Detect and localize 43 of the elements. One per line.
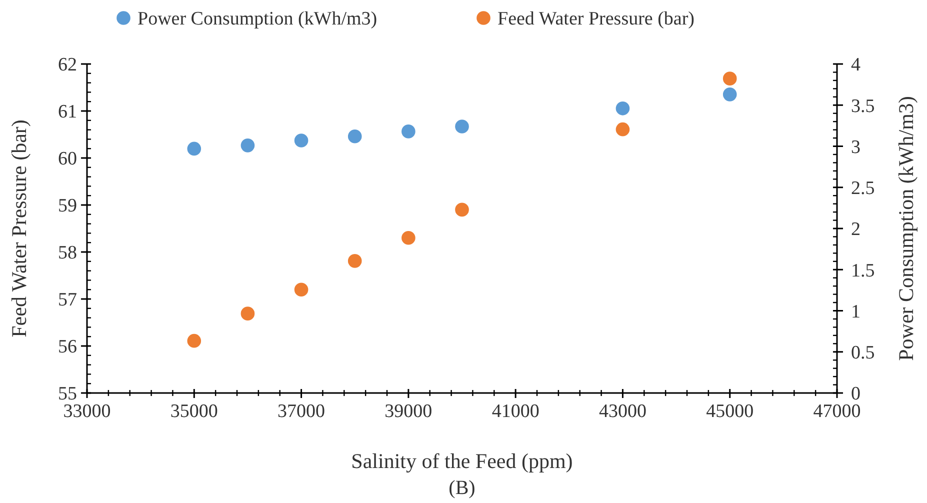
point: [455, 120, 469, 134]
y-tick-label: 56: [58, 336, 77, 358]
point: [294, 134, 308, 148]
point: [722, 72, 737, 86]
y2-tick-label: 4: [851, 54, 861, 76]
text: (B): [448, 477, 476, 499]
point: [455, 202, 469, 217]
point: [402, 124, 416, 138]
point: [240, 306, 255, 320]
x-tick-label: 45000: [706, 401, 754, 422]
y-axis-title: Feed Water Pressure (bar): [7, 120, 31, 338]
y-tick-label: 59: [58, 196, 77, 217]
point: [187, 142, 202, 156]
y-tick-label: 60: [58, 148, 77, 170]
point: [722, 88, 737, 102]
y-tick-label: 61: [58, 102, 77, 123]
x-tick-label: 37000: [278, 401, 326, 422]
y-tick-label: 58: [58, 242, 77, 264]
y2-tick-label: 1.5: [851, 260, 875, 282]
point: [187, 334, 202, 348]
y2-tick-label: 2.5: [851, 178, 875, 200]
x-tick-label: 41000: [492, 401, 540, 422]
point: [348, 129, 362, 144]
legend-label: Power Consumption (kWh/m3): [138, 8, 378, 30]
point: [348, 254, 362, 268]
x-axis-title: Salinity of the Feed (ppm): [351, 449, 573, 473]
y2-tick-label: 3.5: [851, 96, 875, 117]
y2-tick-label: 2: [851, 219, 860, 240]
point: [294, 282, 308, 296]
legend-label: Feed Water Pressure (bar): [498, 8, 695, 30]
y-tick-label: 62: [58, 54, 77, 76]
point: [616, 102, 630, 116]
y2-tick-label: 0.5: [851, 342, 875, 364]
x-tick-label: 39000: [384, 401, 432, 422]
y2-tick-label: 3: [851, 136, 860, 158]
point: [616, 122, 630, 136]
y-tick-label: 57: [58, 290, 77, 311]
x-tick-label: 43000: [598, 401, 646, 422]
y2-tick-label: 1: [851, 301, 860, 322]
point: [240, 138, 255, 152]
y2-axis-title: Power Consumption (kWh/m3): [894, 96, 918, 361]
point: [402, 231, 416, 245]
x-tick-label: 35000: [170, 401, 218, 422]
